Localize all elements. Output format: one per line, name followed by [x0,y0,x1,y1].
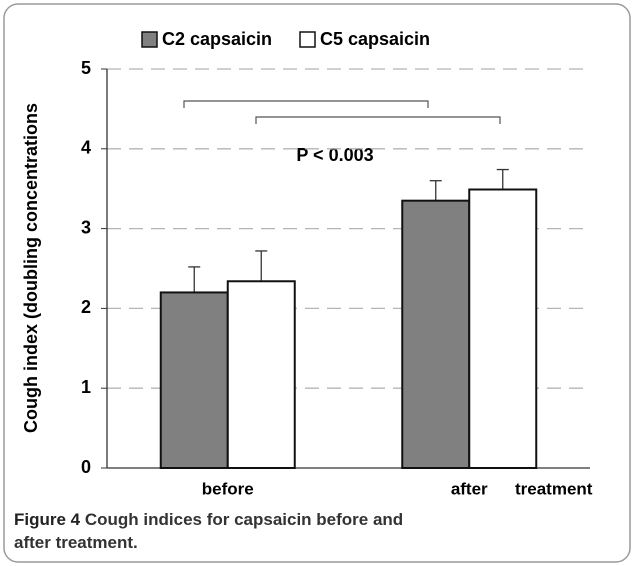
annotation: P < 0.003 [296,145,373,165]
frame [3,3,631,563]
bar [468,188,538,470]
bar [226,280,296,469]
x-tick-label: before [202,479,254,498]
caption-label: Figure 4 [14,510,81,529]
y-tick-label: 1 [81,377,91,397]
bracket [255,116,501,124]
y-tick-label: 3 [81,217,91,237]
legend-label: C5 capsaicin [320,29,430,49]
x-tick-label: after [451,479,488,498]
y-tick-label: 0 [81,457,91,477]
legend-label: C2 capsaicin [162,29,272,49]
caption-text: Cough indices for capsaicin before and a… [14,510,404,552]
bracket [183,100,429,108]
legend-swatch [299,31,316,48]
y-tick-label: 5 [81,58,91,78]
significance-brackets [183,100,501,124]
bar [401,199,471,469]
caption: Figure 4 Cough indices for capsaicin bef… [14,508,414,554]
bar [159,291,229,469]
y-tick-label: 2 [81,297,91,317]
y-tick-label: 4 [81,138,91,158]
legend-swatch [141,31,158,48]
x-axis-label: treatment [515,479,593,498]
y-axis-label: Cough index (doubling concentrations [21,103,41,433]
